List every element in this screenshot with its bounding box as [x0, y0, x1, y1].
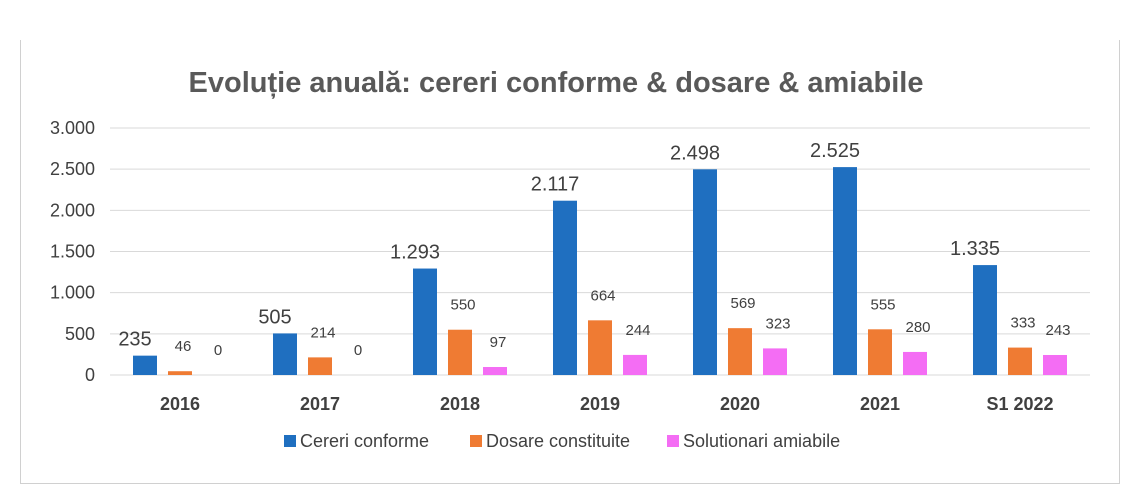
- y-tick-label: 1.500: [50, 242, 95, 262]
- data-label: 244: [625, 322, 650, 339]
- data-label: 97: [490, 334, 507, 351]
- legend-swatch: [470, 435, 482, 447]
- data-label: 333: [1010, 315, 1035, 332]
- y-tick-label: 2.000: [50, 200, 95, 220]
- bar-solutionari-amiabile: [903, 351, 927, 375]
- legend-swatch: [284, 435, 296, 447]
- bar-solutionari-amiabile: [483, 367, 507, 375]
- data-label: 2.498: [670, 142, 720, 164]
- x-tick-label: S1 2022: [986, 394, 1053, 414]
- legend-label: Dosare constituite: [486, 431, 630, 451]
- y-tick-label: 1.000: [50, 283, 95, 303]
- bar-dosare-constituite: [868, 329, 892, 375]
- data-label: 280: [905, 319, 930, 336]
- data-label: 664: [590, 287, 615, 304]
- legend-swatch: [667, 435, 679, 447]
- bar-cereri-conforme: [133, 355, 157, 375]
- bar-cereri-conforme: [833, 167, 857, 375]
- data-labels: 235 46 0 505 214 0 1.293 550 97 2.117 664 244 2.498 5…: [118, 140, 1070, 359]
- bar-cereri-conforme: [273, 333, 297, 375]
- legend-label: Cereri conforme: [300, 431, 429, 451]
- x-tick-label: 2019: [580, 394, 620, 414]
- bar-cereri-conforme: [413, 268, 437, 375]
- data-label: 323: [765, 315, 790, 332]
- y-axis-ticks: 0 500 1.000 1.500 2.000 2.500 3.000: [50, 118, 95, 385]
- x-tick-label: 2021: [860, 394, 900, 414]
- x-tick-label: 2017: [300, 394, 340, 414]
- data-label: 2.525: [810, 140, 860, 162]
- data-label: 1.335: [950, 238, 1000, 260]
- data-label: 1.293: [390, 242, 440, 264]
- y-tick-label: 3.000: [50, 118, 95, 138]
- chart-title: Evoluție anuală: cereri conforme & dosar…: [189, 67, 924, 99]
- x-tick-label: 2016: [160, 394, 200, 414]
- data-label: 555: [870, 296, 895, 313]
- data-label: 0: [354, 342, 362, 359]
- bar-solutionari-amiabile: [1043, 354, 1067, 375]
- data-label: 46: [175, 338, 192, 355]
- bar-solutionari-amiabile: [763, 348, 787, 375]
- data-label: 2.117: [531, 174, 580, 196]
- bar-cereri-conforme: [693, 169, 717, 375]
- bar-dosare-constituite: [1008, 347, 1032, 375]
- bar-dosare-constituite: [168, 371, 192, 375]
- y-tick-label: 0: [85, 365, 95, 385]
- bars: [133, 167, 1067, 375]
- bar-dosare-constituite: [588, 320, 612, 375]
- bar-cereri-conforme: [973, 265, 997, 375]
- legend: Cereri conforme Dosare constituite Solutio…: [284, 431, 840, 451]
- bar-dosare-constituite: [308, 357, 332, 375]
- legend-label: Solutionari amiabile: [683, 431, 840, 451]
- x-tick-label: 2020: [720, 394, 760, 414]
- bar-cereri-conforme: [553, 200, 577, 375]
- data-label: 235: [118, 329, 151, 351]
- chart-frame: [20, 40, 1120, 484]
- x-axis-ticks: 2016 2017 2018 2019 2020 2021 S1 2022: [160, 394, 1054, 414]
- data-label: 569: [730, 295, 755, 312]
- y-tick-label: 2.500: [50, 159, 95, 179]
- bar-dosare-constituite: [728, 328, 752, 375]
- bar-solutionari-amiabile: [623, 354, 647, 375]
- data-label: 214: [310, 324, 335, 341]
- data-label: 0: [214, 342, 222, 359]
- data-label: 243: [1045, 322, 1070, 339]
- bar-dosare-constituite: [448, 329, 472, 375]
- data-label: 550: [450, 297, 475, 314]
- x-tick-label: 2018: [440, 394, 480, 414]
- y-tick-label: 500: [65, 324, 95, 344]
- data-label: 505: [258, 306, 291, 328]
